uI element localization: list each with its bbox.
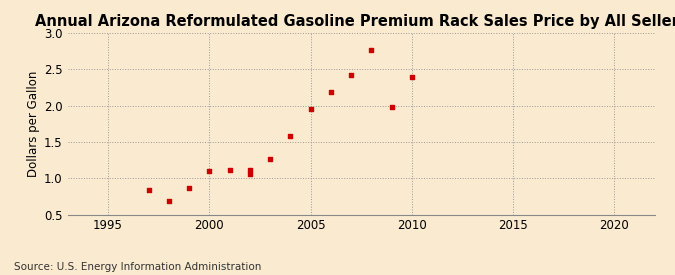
Point	[244, 172, 255, 176]
Point	[184, 186, 194, 191]
Point	[204, 169, 215, 173]
Point	[244, 168, 255, 172]
Point	[386, 105, 397, 109]
Point	[406, 74, 417, 79]
Point	[143, 188, 154, 192]
Point	[265, 157, 275, 161]
Point	[305, 106, 316, 111]
Point	[163, 199, 174, 203]
Point	[366, 48, 377, 53]
Title: Annual Arizona Reformulated Gasoline Premium Rack Sales Price by All Sellers: Annual Arizona Reformulated Gasoline Pre…	[35, 14, 675, 29]
Text: Source: U.S. Energy Information Administration: Source: U.S. Energy Information Administ…	[14, 262, 261, 272]
Y-axis label: Dollars per Gallon: Dollars per Gallon	[27, 71, 40, 177]
Point	[346, 73, 356, 77]
Point	[325, 90, 336, 94]
Point	[285, 134, 296, 138]
Point	[224, 168, 235, 172]
